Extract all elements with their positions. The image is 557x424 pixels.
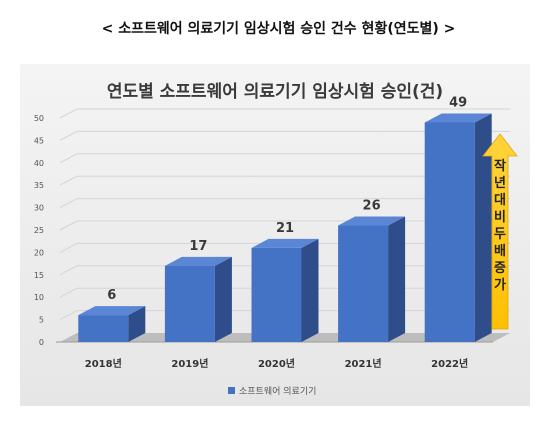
bar-front [338,225,389,342]
annotation-char: 가 [494,278,506,293]
annotation-char: 증 [494,261,506,276]
legend-label: 소프트웨어 의료기기 [239,386,317,397]
y-tick-label: 25 [34,226,44,235]
bar-value-label: 6 [107,288,116,303]
annotation-char: 배 [494,243,506,259]
x-tick-label: 2019년 [171,357,208,370]
bar-side [128,306,146,342]
bar-top [164,256,232,266]
annotation-arrow [482,133,518,330]
bar-2021년 [338,216,406,342]
annotation-char: 작 [494,158,506,174]
y-tick-label: 40 [34,159,44,168]
bar-value-label: 21 [276,221,294,236]
annotation-char: 년 [494,176,506,191]
annotation-char: 두 [494,227,506,242]
chart-container: 연도별 소프트웨어 의료기기 임상시험 승인(건) 0 5 10 15 20 25 30 35… [20,64,530,406]
gridline-diag [59,242,78,253]
gridline-diag [59,265,78,276]
page-title: < 소프트웨어 의료기기 임상시험 승인 건수 현황(연도별) > [101,21,456,37]
x-tick-label: 2018년 [85,357,122,370]
x-tick-label: 2022년 [431,357,468,370]
y-tick-label: 15 [34,271,44,280]
x-tick-label: 2020년 [258,357,295,370]
bar-front [251,247,302,342]
bar-2022년 [424,113,492,342]
bar-side [474,113,492,342]
bar-2018년 [78,306,146,342]
y-tick-label: 0 [39,338,44,347]
gridline-diag [59,198,78,209]
y-tick-label: 50 [34,114,44,123]
bar-top [338,216,406,226]
chart-title: 연도별 소프트웨어 의료기기 임상시험 승인(건) [106,82,444,102]
bar-side [388,216,406,342]
gridline-diag [59,287,78,298]
gridline-diag [59,130,78,141]
bar-value-label: 49 [449,95,467,110]
bar-side [214,256,232,342]
y-tick-label: 10 [34,293,44,302]
y-tick-label: 20 [34,248,44,257]
gridline-diag [59,108,78,119]
bar-front [78,315,129,342]
bar-2020년 [251,238,319,342]
bar-value-label: 26 [363,199,381,214]
y-tick-label: 45 [34,136,44,145]
bar-top [78,306,146,316]
bar-top [424,113,492,123]
gridline-diag [59,175,78,186]
legend: 소프트웨어 의료기기 [228,382,316,398]
bar-side [301,238,319,342]
gridline-diag [59,153,78,164]
y-tick-label: 30 [34,204,44,213]
bar-top [251,238,319,248]
bar-front [164,265,215,342]
gridline-diag [59,220,78,231]
y-tick-label: 35 [34,181,44,190]
y-tick-label: 5 [39,316,44,325]
annotation-char: 대 [494,193,506,208]
bar-front [424,122,475,342]
gridline-diag [59,310,78,321]
legend-swatch [228,386,235,394]
x-tick-label: 2021년 [345,357,382,370]
chart-plot: 0 5 10 15 20 25 30 35 40 45 50 6 2018년 17 2019년 21 2020… [34,95,518,370]
bar-value-label: 17 [189,239,207,254]
annotation-char: 비 [494,210,506,225]
bar-2019년 [164,256,232,342]
